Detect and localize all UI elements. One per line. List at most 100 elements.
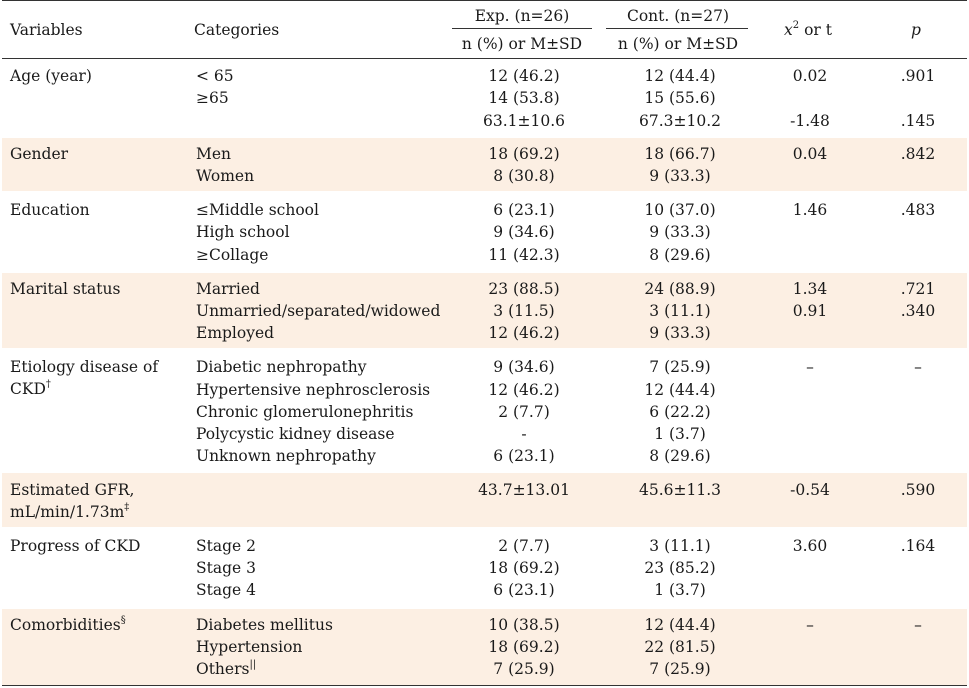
cell-cont: 1 (3.7) xyxy=(654,581,706,599)
cell-exp: 8 (30.8) xyxy=(493,167,555,185)
table-top-rule xyxy=(2,0,967,1)
variable-text-line2: mL/min/1.73m xyxy=(10,503,125,521)
cell-category: Employed xyxy=(196,324,275,342)
cell-exp: 18 (69.2) xyxy=(488,559,560,577)
variable-text: Marital status xyxy=(10,280,121,298)
cell-cont: 3 (11.1) xyxy=(649,537,711,555)
cell-cont: 3 (11.1) xyxy=(649,302,711,320)
cell-stat: -0.54 xyxy=(790,481,830,499)
cell-stat: 3.60 xyxy=(792,537,828,555)
cell-cont: 9 (33.3) xyxy=(649,324,711,342)
cell-p: .164 xyxy=(900,537,936,555)
cell-category: Others|| xyxy=(196,658,257,678)
cell-stat: 1.46 xyxy=(792,201,828,219)
table-group: Age (year) < 65 12 (46.2) 12 (44.4) 0.02 .901… xyxy=(2,61,967,135)
cell-exp: 2 (7.7) xyxy=(498,537,550,555)
footnote-mark: † xyxy=(45,378,51,390)
cell-exp: 6 (23.1) xyxy=(493,581,555,599)
header-stat: x2 or t xyxy=(760,20,856,40)
cell-cont: 24 (88.9) xyxy=(644,280,716,298)
cell-exp: 18 (69.2) xyxy=(488,145,560,163)
cell-exp: 11 (42.3) xyxy=(488,246,560,264)
cell-category: Stage 4 xyxy=(196,581,256,599)
cell-exp: 9 (34.6) xyxy=(493,223,555,241)
cell-category: ≤Middle school xyxy=(196,201,319,219)
cell-stat: -1.48 xyxy=(790,112,830,130)
cell-category: Unknown nephropathy xyxy=(196,447,376,465)
cell-cont: 22 (81.5) xyxy=(644,638,716,656)
cell-cont: 6 (22.2) xyxy=(649,403,711,421)
cell-stat: – xyxy=(806,616,814,634)
header-exp-group: Exp. (n=26) xyxy=(474,7,570,25)
header-p: p xyxy=(911,21,921,39)
header-variables: Variables xyxy=(10,21,83,39)
cell-cont: 45.6±11.3 xyxy=(638,481,721,499)
cell-cont: 12 (44.4) xyxy=(644,67,716,85)
table-group: Etiology disease of CKD† Diabetic nephropa… xyxy=(2,351,967,470)
cell-exp: 43.7±13.01 xyxy=(478,481,570,499)
cell-exp: 63.1±10.6 xyxy=(482,112,565,130)
header-stat-sup: 2 xyxy=(792,19,800,31)
cell-exp: 6 (23.1) xyxy=(493,201,555,219)
table-group: Progress of CKD Stage 2 2 (7.7) 3 (11.1) 3.6… xyxy=(2,530,967,606)
variable-label: Etiology disease of CKD† xyxy=(10,356,158,400)
cell-stat: 0.04 xyxy=(792,145,828,163)
cell-cont: 18 (66.7) xyxy=(644,145,716,163)
header-categories: Categories xyxy=(194,21,280,39)
cell-category: Diabetic nephropathy xyxy=(196,358,367,376)
variable-label: Gender xyxy=(10,143,68,165)
cell-cont: 7 (25.9) xyxy=(649,358,711,376)
variable-text: Etiology disease of xyxy=(10,358,159,376)
variable-label: Marital status xyxy=(10,278,120,300)
cell-cont: 9 (33.3) xyxy=(649,167,711,185)
table-group: Marital status Married 23 (88.5) 24 (88.9) 1… xyxy=(2,273,967,348)
header-cont-sub: n (%) or M±SD xyxy=(617,35,739,53)
cell-category: ≥Collage xyxy=(196,246,269,264)
cell-exp: 23 (88.5) xyxy=(488,280,560,298)
variable-text: Estimated GFR, xyxy=(10,481,135,499)
cell-category: Men xyxy=(196,145,232,163)
cell-category: Diabetes mellitus xyxy=(196,616,333,634)
variable-text: Comorbidities xyxy=(10,616,121,634)
cell-cont: 1 (3.7) xyxy=(654,425,706,443)
cell-exp: 3 (11.5) xyxy=(493,302,555,320)
cell-exp: 7 (25.9) xyxy=(493,660,555,678)
cell-category: Hypertensive nephrosclerosis xyxy=(196,381,431,399)
variable-text: Progress of CKD xyxy=(10,537,141,555)
cell-p: .590 xyxy=(900,481,936,499)
variable-text-line2: CKD xyxy=(10,380,46,398)
cell-exp: 9 (34.6) xyxy=(493,358,555,376)
cell-category: Stage 3 xyxy=(196,559,256,577)
footnote-mark: || xyxy=(249,658,257,670)
variable-label: Age (year) xyxy=(10,65,92,87)
cell-category: Married xyxy=(196,280,260,298)
variable-text: Education xyxy=(10,201,90,219)
cell-exp: 12 (46.2) xyxy=(488,381,560,399)
cell-cont: 8 (29.6) xyxy=(649,246,711,264)
table-group: Comorbidities§ Diabetes mellitus 10 (38.5)… xyxy=(2,609,967,685)
cell-category: Polycystic kidney disease xyxy=(196,425,395,443)
cell-p: – xyxy=(914,358,922,376)
variable-label: Comorbidities§ xyxy=(10,614,126,636)
table-group: Estimated GFR, mL/min/1.73m‡ 43.7±13.01 45.… xyxy=(2,473,967,527)
cell-p: – xyxy=(914,616,922,634)
variable-text: Gender xyxy=(10,145,69,163)
cont-header-rule xyxy=(606,28,748,29)
table-group: Gender Men 18 (69.2) 18 (66.7) 0.04 .842 Women… xyxy=(2,138,967,191)
table-group: Education ≤Middle school 6 (23.1) 10 (37.0)… xyxy=(2,194,967,270)
cell-category: Chronic glomerulonephritis xyxy=(196,403,414,421)
cell-p: .721 xyxy=(900,280,936,298)
cell-cont: 7 (25.9) xyxy=(649,660,711,678)
header-stat-rest: or t xyxy=(799,21,832,39)
header-cont-group: Cont. (n=27) xyxy=(626,7,730,25)
cell-category: Women xyxy=(196,167,255,185)
variable-text: Age (year) xyxy=(10,67,92,85)
cell-exp: 12 (46.2) xyxy=(488,324,560,342)
exp-header-rule xyxy=(452,28,592,29)
table-header-rule xyxy=(2,58,967,59)
cell-stat: 1.34 xyxy=(792,280,828,298)
footnote-mark: ‡ xyxy=(124,501,130,513)
cell-category: < 65 xyxy=(196,67,234,85)
cell-p: .901 xyxy=(900,67,936,85)
